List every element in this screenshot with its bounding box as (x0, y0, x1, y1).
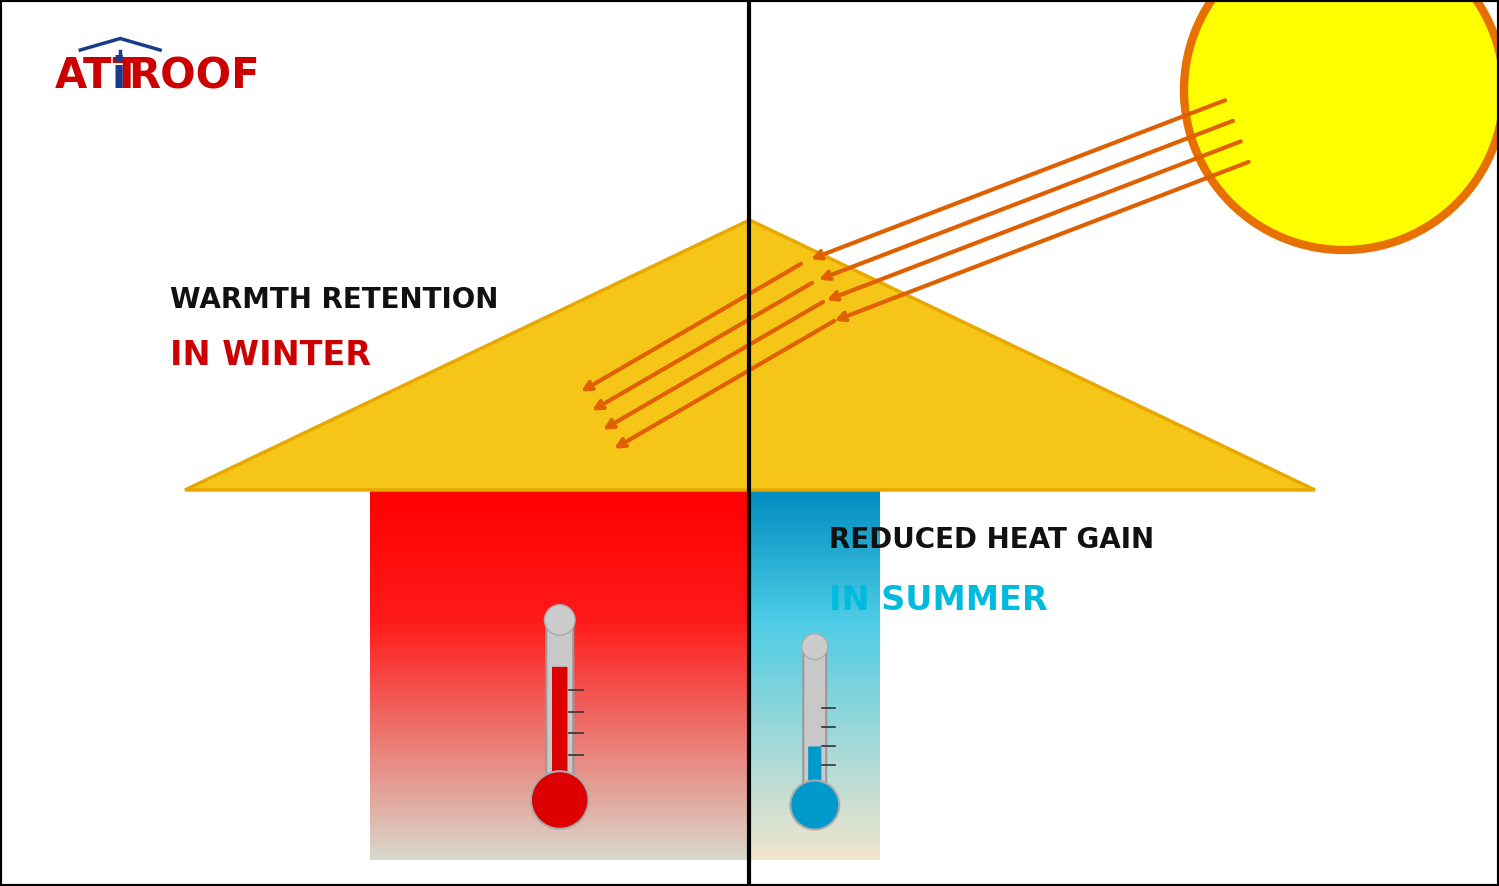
Circle shape (790, 781, 839, 829)
Text: WARMTH RETENTION: WARMTH RETENTION (169, 286, 498, 314)
Circle shape (531, 771, 589, 828)
FancyBboxPatch shape (803, 642, 826, 809)
Polygon shape (184, 220, 1315, 490)
Text: IN SUMMER: IN SUMMER (829, 584, 1048, 617)
Circle shape (1184, 0, 1499, 250)
Text: i: i (112, 55, 126, 97)
FancyBboxPatch shape (552, 667, 568, 798)
Circle shape (544, 605, 576, 635)
Text: REDUCED HEAT GAIN: REDUCED HEAT GAIN (829, 526, 1154, 554)
Text: ROOF: ROOF (127, 55, 259, 97)
FancyBboxPatch shape (808, 747, 821, 804)
Circle shape (802, 633, 827, 659)
Text: IN WINTER: IN WINTER (169, 338, 370, 371)
FancyBboxPatch shape (546, 616, 573, 804)
Text: ATT: ATT (55, 55, 142, 97)
